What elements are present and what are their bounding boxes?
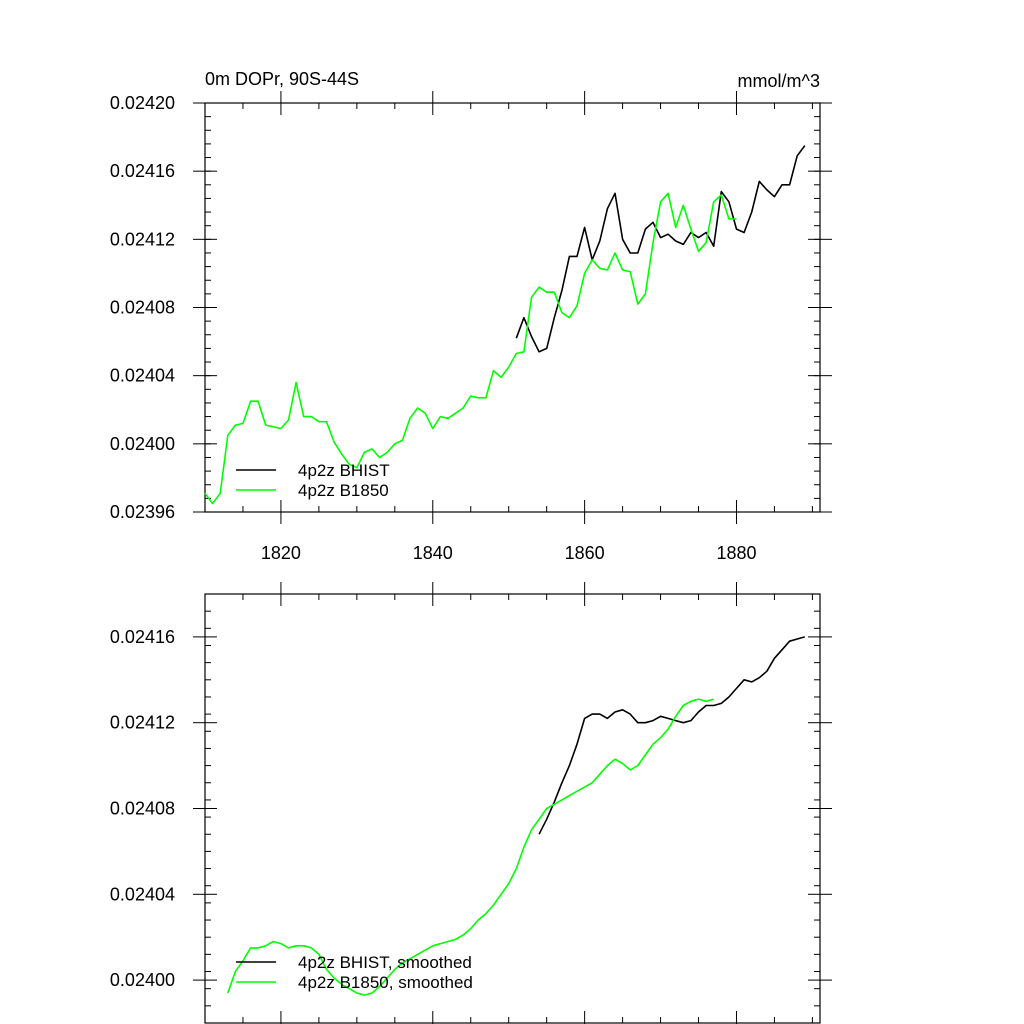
top-chart-axes: 1820 1840 1860 1880 0.02396 0.02400 0.02404 0.0… — [110, 91, 832, 563]
x-tick-label: 1880 — [716, 543, 756, 563]
plot-frame — [204, 102, 821, 513]
series-line-0 — [515, 145, 806, 353]
legend-label-b1850: 4p2z B1850 — [298, 481, 389, 500]
y-tick-label: 0.02408 — [110, 298, 175, 318]
top-chart: 0m DOPr, 90S-44S mmol/m^3 1820 1840 1860 18… — [110, 69, 832, 563]
chart-title: 0m DOPr, 90S-44S — [205, 69, 359, 89]
series-line-1 — [204, 192, 737, 505]
bottom-chart-axes: 0.02400 0.02404 0.02408 0.02412 0.02416 — [110, 582, 832, 1024]
y-tick-label: 0.02416 — [110, 627, 175, 647]
y-tick-label: 0.02420 — [110, 93, 175, 113]
top-chart-legend: 4p2z BHIST 4p2z B1850 — [236, 461, 390, 500]
series-line-0 — [538, 636, 806, 835]
bottom-chart: 0.02400 0.02404 0.02408 0.02412 0.02416 4p2z… — [110, 582, 832, 1024]
y-tick-label: 0.02404 — [110, 366, 175, 386]
x-tick-label: 1820 — [261, 543, 301, 563]
y-tick-label: 0.02404 — [110, 884, 175, 904]
x-tick-label: 1840 — [413, 543, 453, 563]
legend-label-bhist-smoothed: 4p2z BHIST, smoothed — [298, 953, 472, 972]
y-tick-label: 0.02400 — [110, 970, 175, 990]
bottom-chart-series — [227, 636, 806, 996]
y-tick-label: 0.02416 — [110, 161, 175, 181]
y-tick-label: 0.02396 — [110, 502, 175, 522]
legend-label-b1850-smoothed: 4p2z B1850, smoothed — [298, 973, 473, 992]
bottom-chart-legend: 4p2z BHIST, smoothed 4p2z B1850, smoothe… — [236, 953, 473, 992]
y-tick-label: 0.02408 — [110, 799, 175, 819]
series-line-1 — [227, 698, 714, 996]
legend-label-bhist: 4p2z BHIST — [298, 461, 390, 480]
y-tick-label: 0.02412 — [110, 229, 175, 249]
y-tick-label: 0.02412 — [110, 713, 175, 733]
top-chart-series — [204, 145, 806, 505]
x-tick-label: 1860 — [565, 543, 605, 563]
chart-units: mmol/m^3 — [738, 71, 820, 91]
y-tick-label: 0.02400 — [110, 434, 175, 454]
